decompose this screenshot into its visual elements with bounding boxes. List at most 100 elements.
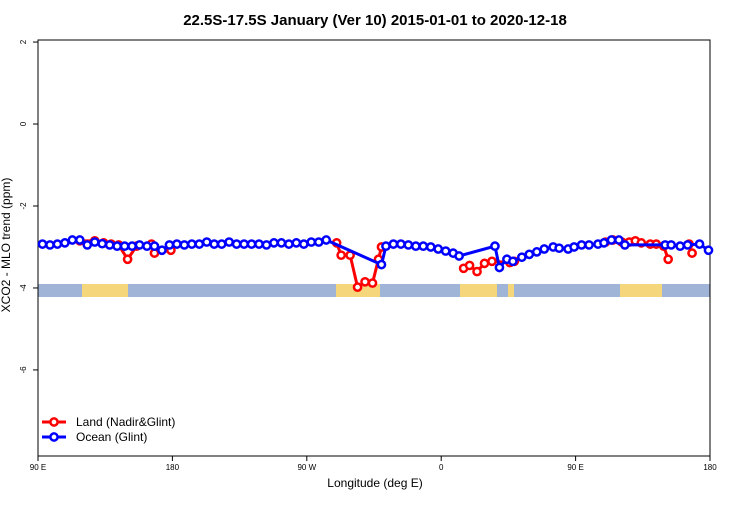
point bbox=[261, 240, 272, 250]
point bbox=[490, 241, 500, 252]
point bbox=[336, 250, 346, 261]
point bbox=[440, 246, 451, 256]
legend-label: Land (Nadir&Glint) bbox=[76, 415, 175, 429]
y-tick-label: 0 bbox=[19, 121, 28, 126]
point bbox=[149, 241, 160, 252]
point bbox=[376, 259, 387, 270]
x-tick-label: 90 E bbox=[567, 463, 583, 472]
point bbox=[239, 239, 249, 249]
land-band bbox=[82, 284, 128, 297]
point bbox=[388, 239, 399, 249]
point bbox=[172, 239, 182, 249]
x-tick-label: 180 bbox=[166, 463, 180, 472]
point bbox=[479, 258, 490, 269]
point bbox=[516, 252, 527, 263]
point bbox=[269, 238, 279, 248]
point bbox=[576, 240, 587, 250]
point bbox=[694, 239, 705, 249]
point bbox=[216, 239, 227, 249]
point bbox=[569, 242, 579, 252]
point bbox=[179, 240, 190, 250]
point bbox=[381, 241, 391, 252]
point bbox=[164, 240, 175, 250]
point bbox=[119, 241, 130, 252]
point bbox=[194, 239, 205, 249]
point bbox=[687, 248, 697, 258]
point bbox=[425, 242, 436, 252]
point bbox=[464, 260, 475, 271]
point bbox=[539, 244, 550, 254]
point bbox=[82, 240, 93, 250]
x-tick-label: 90 E bbox=[30, 463, 46, 472]
x-tick-label: 0 bbox=[439, 463, 444, 472]
point bbox=[508, 256, 518, 267]
point bbox=[209, 239, 220, 249]
point bbox=[201, 237, 212, 247]
land-band bbox=[620, 284, 662, 297]
point bbox=[606, 235, 617, 245]
point bbox=[74, 235, 85, 245]
point bbox=[157, 245, 167, 256]
point bbox=[52, 239, 63, 249]
point bbox=[321, 235, 332, 245]
point bbox=[67, 235, 78, 245]
point bbox=[284, 239, 294, 249]
point bbox=[352, 282, 363, 292]
point bbox=[494, 262, 505, 273]
land-band bbox=[460, 284, 497, 297]
point bbox=[97, 238, 108, 249]
chart-title: 22.5S-17.5S January (Ver 10) 2015-01-01 … bbox=[183, 12, 567, 29]
point bbox=[37, 239, 48, 249]
point bbox=[620, 240, 630, 250]
point bbox=[246, 239, 257, 249]
point bbox=[524, 249, 535, 260]
x-tick-label: 90 W bbox=[297, 463, 316, 472]
point bbox=[531, 247, 542, 257]
point bbox=[472, 266, 482, 277]
point bbox=[614, 235, 624, 245]
point bbox=[675, 241, 685, 252]
y-tick-label: 2 bbox=[19, 39, 28, 44]
point bbox=[291, 238, 302, 248]
point bbox=[127, 241, 137, 252]
point bbox=[454, 251, 464, 261]
point bbox=[298, 239, 309, 249]
point bbox=[418, 241, 429, 252]
point bbox=[703, 245, 714, 256]
point bbox=[487, 256, 497, 267]
x-axis-label: Longitude (deg E) bbox=[327, 476, 422, 490]
point bbox=[599, 238, 609, 248]
point bbox=[276, 238, 287, 248]
point bbox=[306, 237, 317, 247]
legend-marker bbox=[49, 432, 59, 442]
point bbox=[45, 240, 55, 250]
point bbox=[433, 244, 444, 254]
point bbox=[313, 237, 324, 247]
point bbox=[554, 243, 565, 254]
legend-marker bbox=[49, 417, 59, 427]
point bbox=[254, 239, 264, 249]
point bbox=[396, 239, 406, 249]
point bbox=[60, 238, 70, 248]
point bbox=[367, 278, 378, 288]
point bbox=[666, 240, 677, 250]
x-tick-label: 180 bbox=[703, 463, 717, 472]
y-tick-label: -6 bbox=[19, 366, 28, 374]
point bbox=[360, 276, 370, 287]
point bbox=[122, 254, 133, 265]
land-band bbox=[508, 284, 514, 297]
point bbox=[224, 237, 234, 247]
point bbox=[89, 237, 100, 247]
point bbox=[403, 240, 414, 250]
point bbox=[104, 240, 115, 250]
point bbox=[231, 239, 242, 249]
y-tick-label: -4 bbox=[19, 284, 28, 292]
point bbox=[663, 254, 674, 265]
point bbox=[134, 240, 145, 250]
point bbox=[112, 241, 122, 252]
point bbox=[410, 241, 421, 252]
y-axis-label: XCO2 - MLO trend (ppm) bbox=[0, 178, 13, 313]
point bbox=[584, 240, 594, 250]
point bbox=[682, 240, 693, 250]
